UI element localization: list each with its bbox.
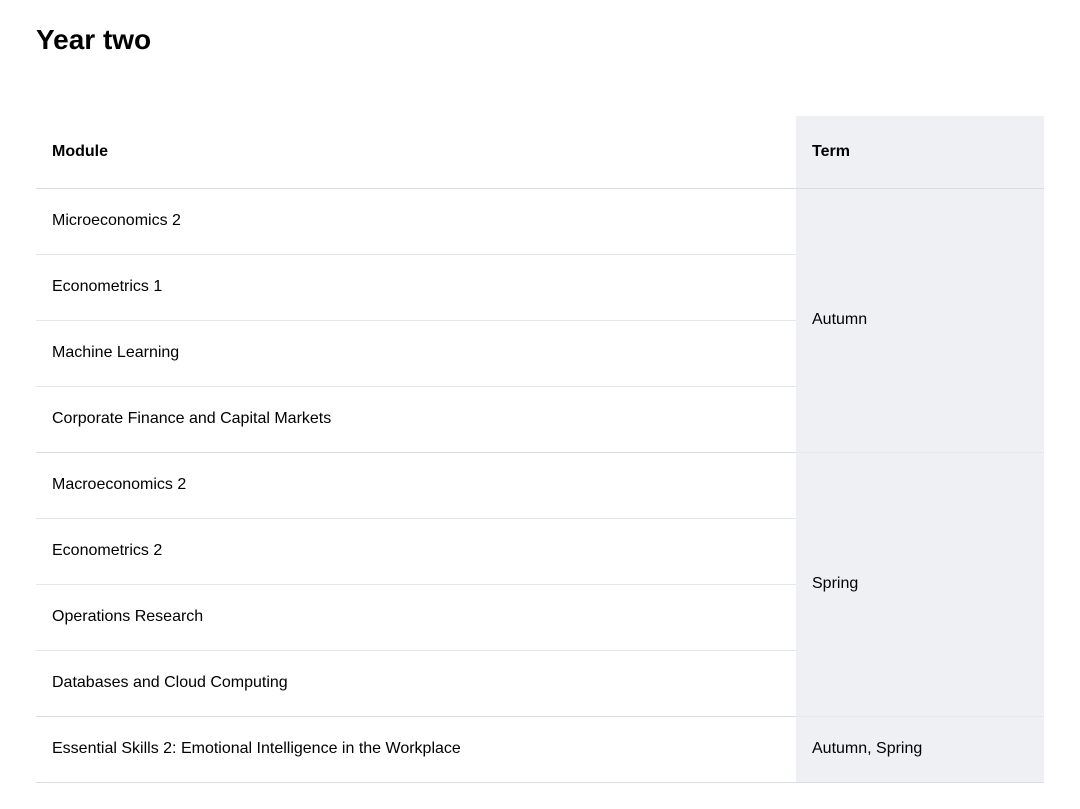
module-cell: Corporate Finance and Capital Markets — [36, 386, 796, 452]
module-cell: Microeconomics 2 — [36, 188, 796, 254]
module-cell: Operations Research — [36, 584, 796, 650]
column-header-term: Term — [796, 116, 1044, 188]
table-row: Microeconomics 2 Autumn — [36, 188, 1044, 254]
table-header-row: Module Term — [36, 116, 1044, 188]
term-cell: Autumn, Spring — [796, 716, 1044, 782]
module-cell: Econometrics 2 — [36, 518, 796, 584]
module-cell: Machine Learning — [36, 320, 796, 386]
page-title: Year two — [36, 24, 1044, 56]
term-cell: Spring — [796, 452, 1044, 716]
table-row: Macroeconomics 2 Spring — [36, 452, 1044, 518]
column-header-module: Module — [36, 116, 796, 188]
table-row: Essential Skills 2: Emotional Intelligen… — [36, 716, 1044, 782]
term-cell: Autumn — [796, 188, 1044, 452]
modules-table: Module Term Microeconomics 2 Autumn Econ… — [36, 116, 1044, 783]
module-cell: Databases and Cloud Computing — [36, 650, 796, 716]
module-cell: Econometrics 1 — [36, 254, 796, 320]
module-cell: Essential Skills 2: Emotional Intelligen… — [36, 716, 796, 782]
module-cell: Macroeconomics 2 — [36, 452, 796, 518]
